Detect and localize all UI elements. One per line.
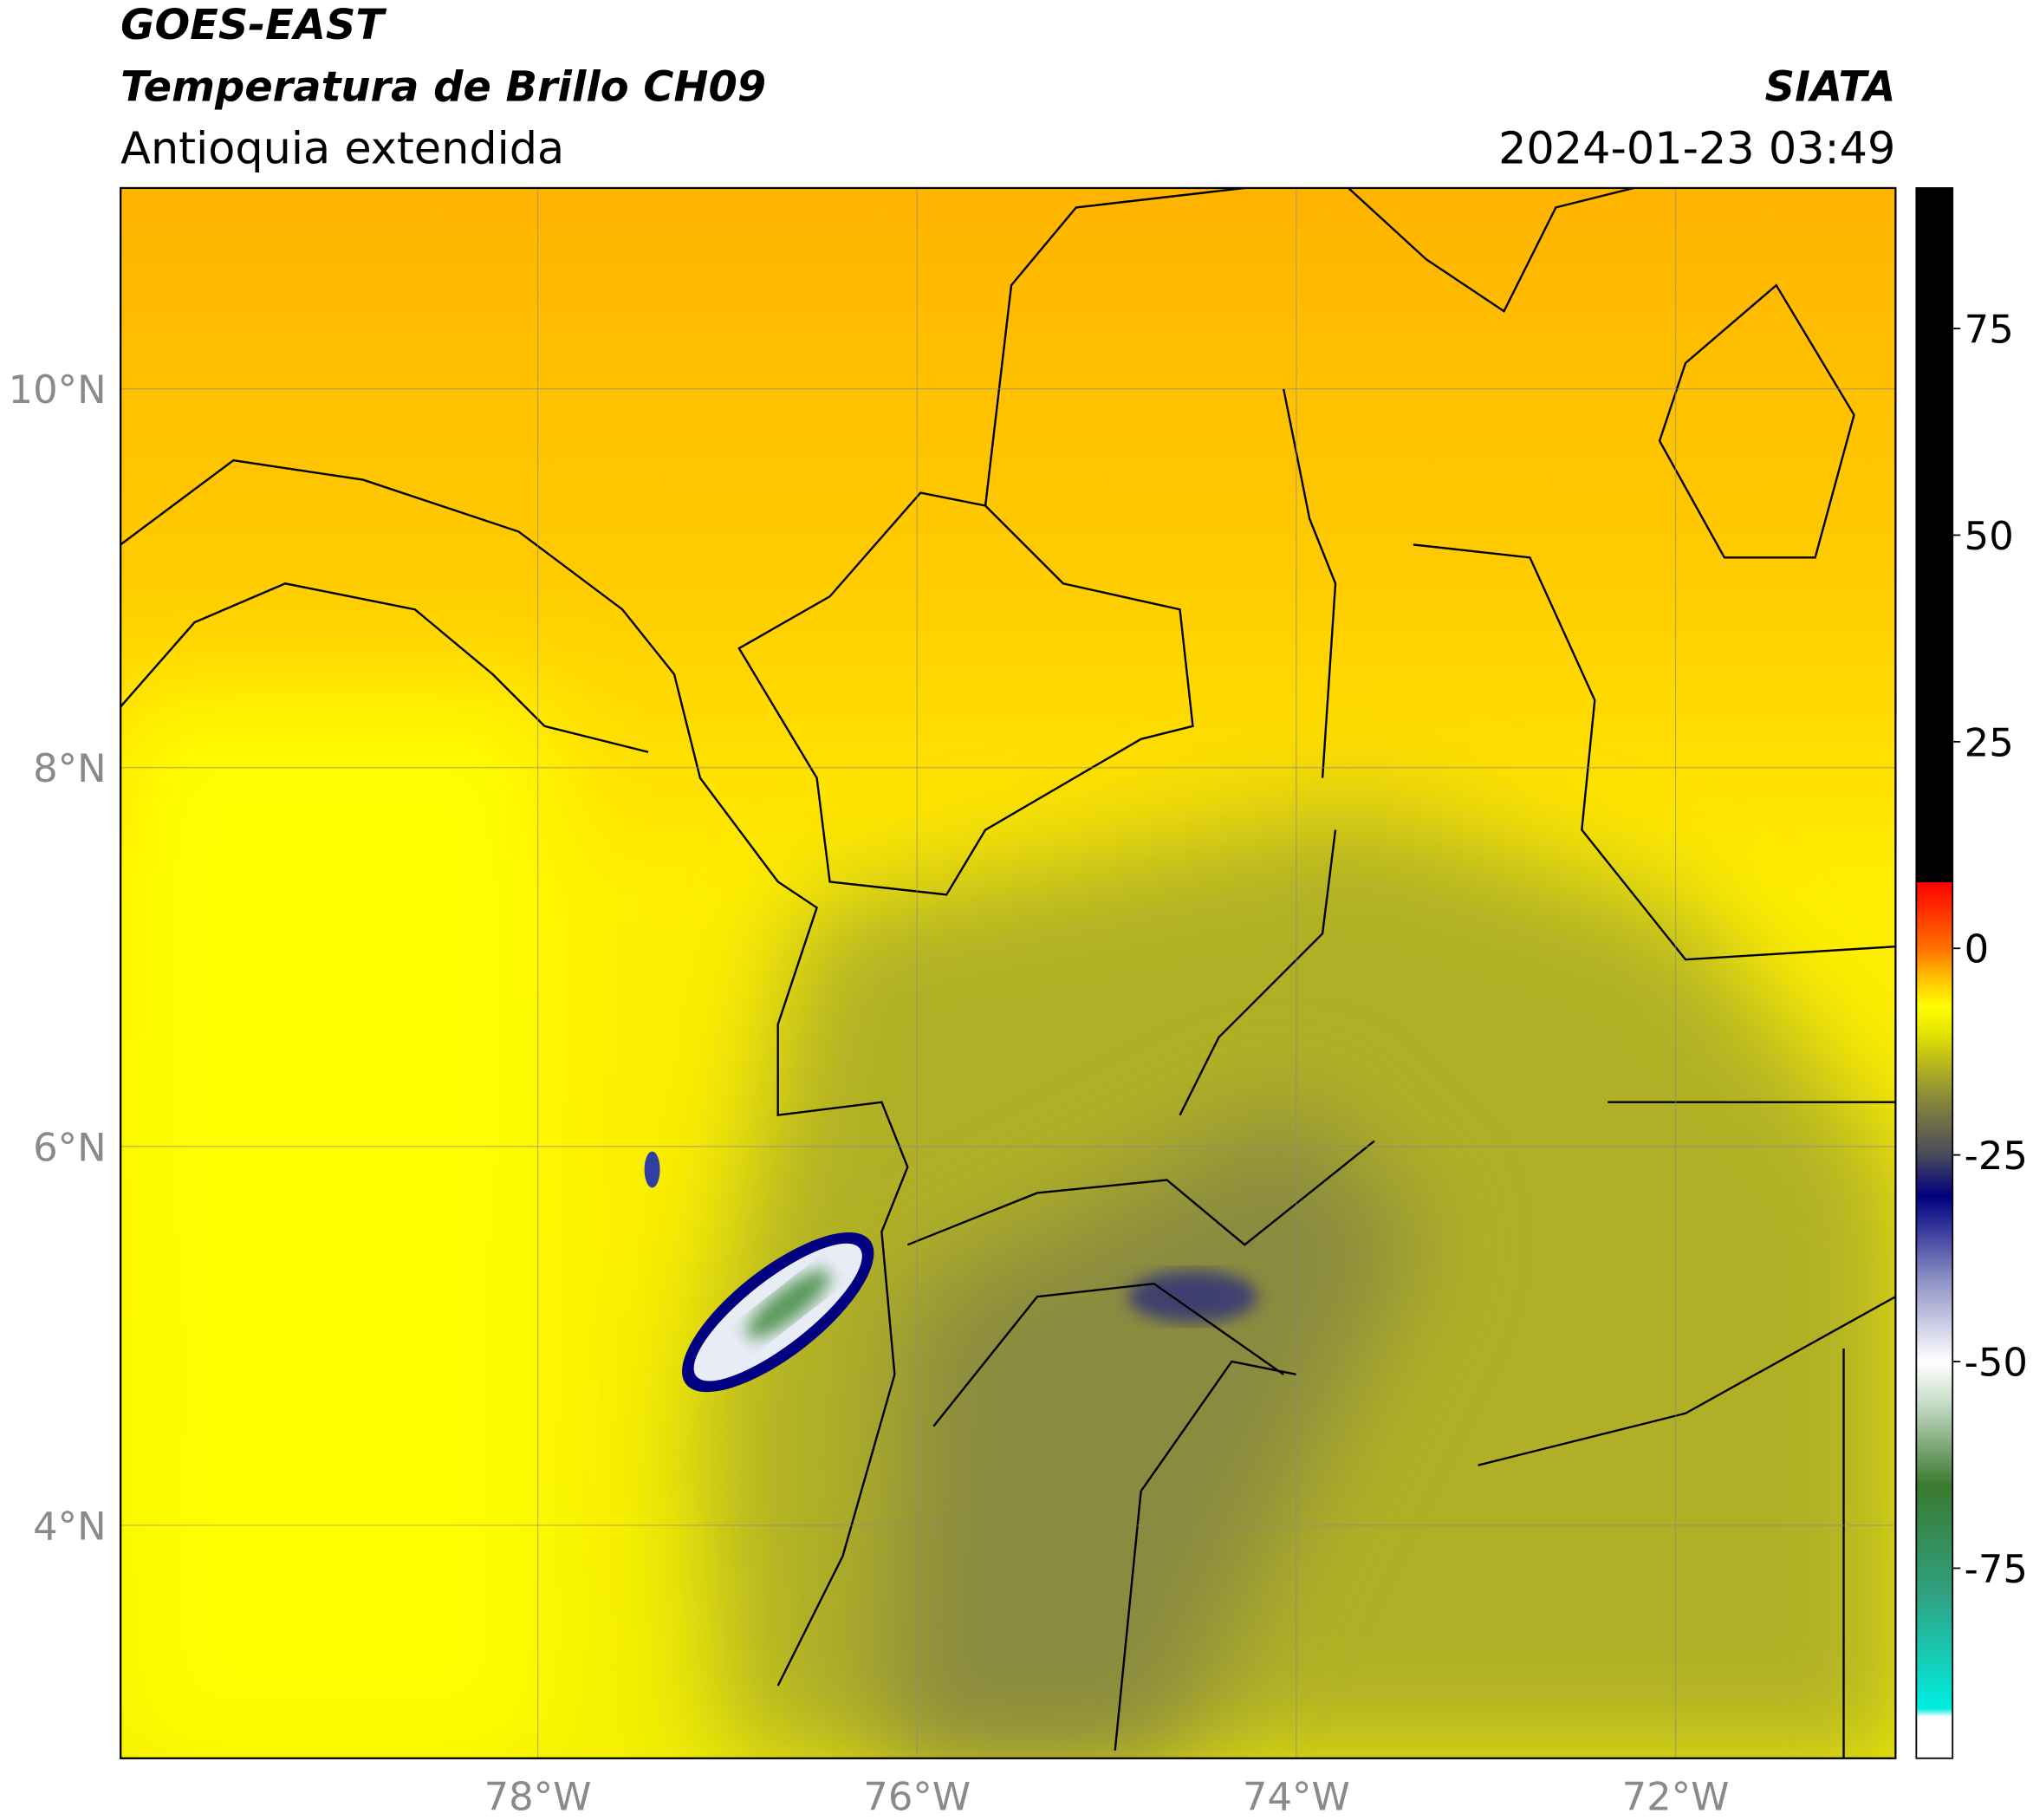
datetime: 2024-01-23 03:49: [1498, 123, 1895, 174]
map: [120, 187, 1896, 1758]
subtitle: Antioquia extendida: [120, 123, 564, 174]
colorbar-tick-label: 75: [1965, 307, 2014, 353]
colorbar-tick-label: 25: [1965, 719, 2014, 765]
y-tick-label: 6°N: [33, 1124, 107, 1170]
x-tick-label: 74°W: [1243, 1774, 1350, 1820]
y-tick-label: 10°N: [9, 367, 107, 413]
x-tick-label: 76°W: [863, 1774, 971, 1820]
y-tick-label: 8°N: [33, 745, 107, 791]
title: GOES-EAST: [120, 2, 386, 49]
org: SIATA: [1765, 64, 1896, 112]
x-tick-label: 72°W: [1622, 1774, 1730, 1820]
map-frame: [120, 186, 1897, 1759]
colorbar-tick-label: 0: [1965, 926, 1990, 972]
colorbar-tick-label: -50: [1965, 1340, 2028, 1386]
title: Temperatura de Brillo CH09: [120, 64, 766, 112]
colorbar-tick-label: 50: [1965, 513, 2014, 559]
colorbar-tick-label: -75: [1965, 1546, 2028, 1592]
colorbar: [1915, 187, 1954, 1759]
x-tick-label: 78°W: [484, 1774, 592, 1820]
colorbar-tick-label: -25: [1965, 1133, 2028, 1179]
y-tick-label: 4°N: [33, 1503, 107, 1549]
